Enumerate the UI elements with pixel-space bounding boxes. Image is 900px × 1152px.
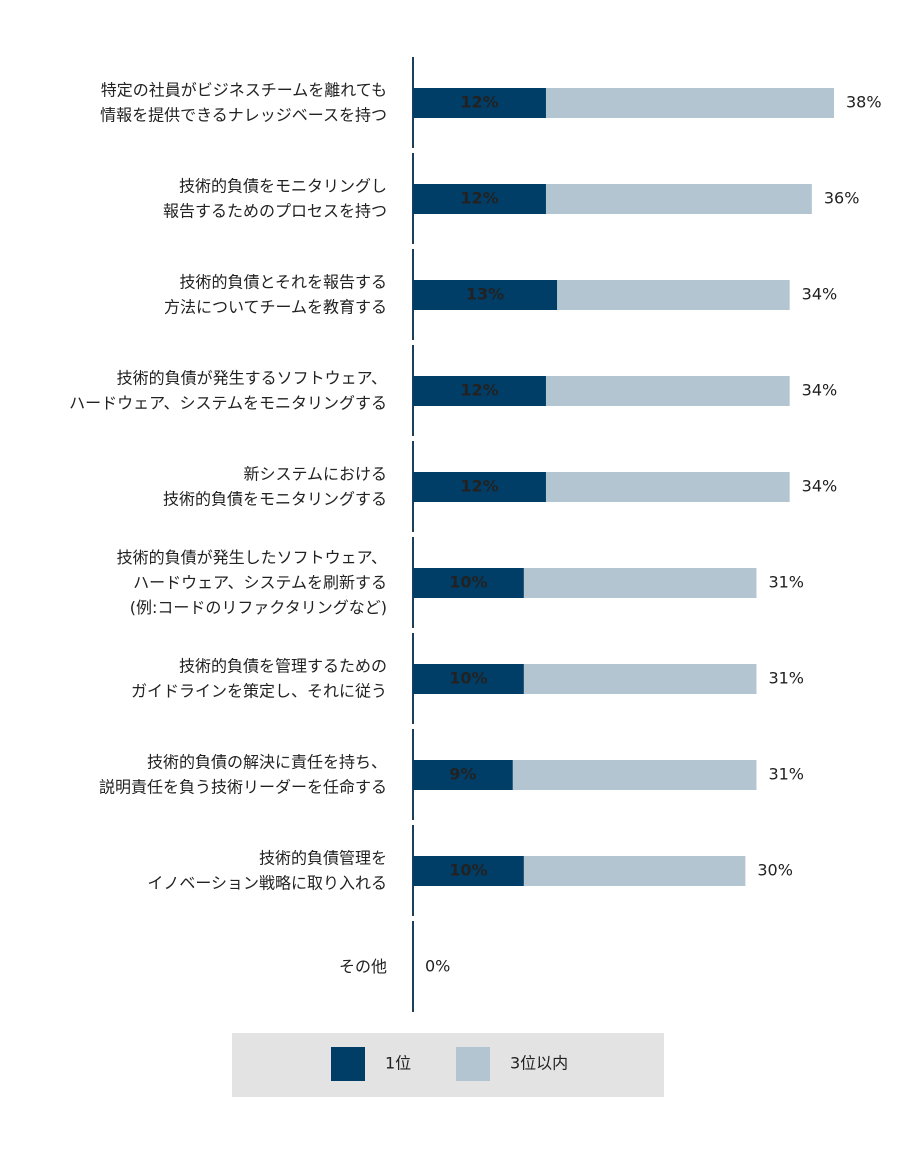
category-label: 特定の社員がビジネスチームを離れても情報を提供できるナレッジベースを持つ [100, 80, 387, 124]
value-label: 12% [460, 381, 498, 400]
value-label: 31% [768, 573, 804, 592]
bar [413, 760, 513, 790]
category-label: 技術的負債とそれを報告する方法についてチームを教育する [164, 272, 387, 316]
bar [413, 568, 524, 598]
bar [413, 280, 558, 310]
category-label: 技術的負債をモニタリングし報告するためのプロセスを持つ [163, 176, 387, 220]
legend-swatch [456, 1047, 490, 1081]
bar [413, 376, 546, 406]
category-label: その他 [339, 957, 387, 976]
legend-swatch [331, 1047, 365, 1081]
value-label: 13% [466, 285, 504, 304]
category-label: 技術的負債管理をイノベーション戦略に取り入れる [147, 848, 387, 892]
value-label: 31% [768, 765, 804, 784]
value-label: 34% [802, 381, 838, 400]
value-label: 34% [802, 285, 838, 304]
legend-label: 3位以内 [510, 1054, 568, 1073]
legend-label: 1位 [385, 1054, 411, 1073]
value-label: 12% [460, 477, 498, 496]
value-label: 10% [449, 669, 487, 688]
bar [413, 184, 546, 214]
value-label: 38% [846, 93, 882, 112]
value-label: 12% [460, 189, 498, 208]
legend-box [232, 1033, 664, 1097]
value-label: 10% [449, 861, 487, 880]
category-label: 技術的負債が発生したソフトウェア、ハードウェア、システムを刷新する(例:コードの… [117, 548, 387, 617]
value-label: 30% [757, 861, 793, 880]
category-label: 技術的負債の解決に責任を持ち、説明責任を負う技術リーダーを任命する [99, 752, 387, 796]
bar [413, 856, 524, 886]
value-label: 0% [425, 957, 450, 976]
category-label: 技術的負債を管理するためのガイドラインを策定し、それに従う [131, 656, 387, 700]
category-label: 新システムにおける技術的負債をモニタリングする [163, 464, 387, 508]
bar [413, 664, 524, 694]
bar [413, 472, 546, 502]
value-label: 9% [449, 765, 476, 784]
value-label: 12% [460, 93, 498, 112]
value-label: 31% [768, 669, 804, 688]
value-label: 36% [824, 189, 860, 208]
value-label: 34% [802, 477, 838, 496]
bar [413, 88, 546, 118]
value-label: 10% [449, 573, 487, 592]
category-label: 技術的負債が発生するソフトウェア、ハードウェア、システムをモニタリングする [69, 368, 387, 412]
